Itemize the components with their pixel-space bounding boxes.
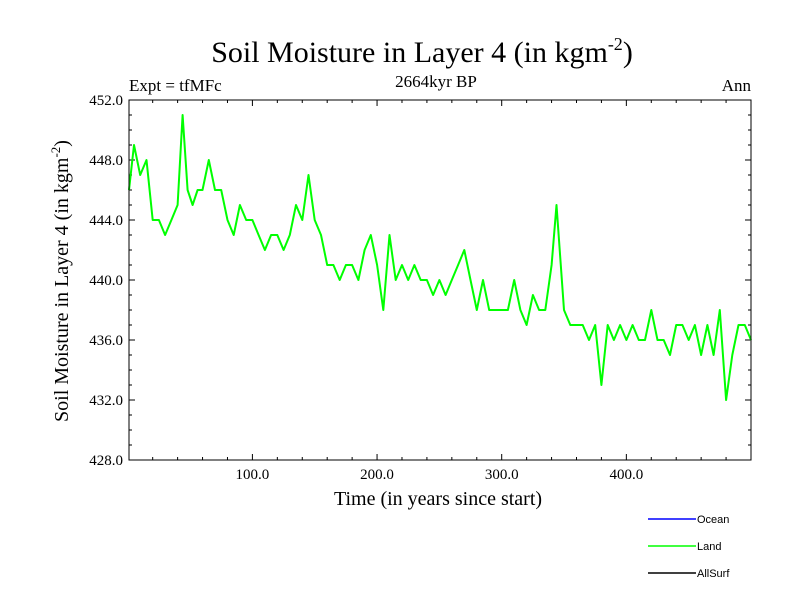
legend-label-allsurf: AllSurf bbox=[697, 568, 730, 580]
y-tick-label: 440.0 bbox=[89, 273, 123, 289]
chart-title-main: Soil Moisture in Layer 4 (in kgm bbox=[211, 36, 608, 69]
season-label: Ann bbox=[722, 76, 752, 95]
chart-title: Soil Moisture in Layer 4 (in kgm-2) bbox=[211, 34, 633, 69]
legend-label-ocean: Ocean bbox=[697, 514, 729, 526]
series-line-land bbox=[128, 114, 752, 401]
plot-frame bbox=[128, 99, 752, 461]
y-axis-label-close: ) bbox=[51, 140, 73, 147]
chart-subtitle: 2664kyr BP bbox=[395, 72, 477, 91]
y-tick-label: 448.0 bbox=[89, 153, 123, 169]
y-tick-label: 436.0 bbox=[89, 333, 123, 349]
y-axis-label-sup: -2 bbox=[48, 147, 63, 158]
x-tick-label: 100.0 bbox=[236, 467, 270, 483]
y-tick-label: 452.0 bbox=[89, 93, 123, 109]
y-axis-label-main: Soil Moisture in Layer 4 (in kgm bbox=[51, 157, 73, 422]
y-tick-label: 428.0 bbox=[89, 453, 123, 469]
x-tick-label: 300.0 bbox=[485, 467, 519, 483]
legend-label-land: Land bbox=[697, 541, 721, 553]
x-axis-label: Time (in years since start) bbox=[334, 488, 542, 510]
series-group bbox=[128, 114, 752, 401]
experiment-label: Expt = tfMFc bbox=[129, 76, 222, 95]
x-tick-label: 200.0 bbox=[360, 467, 394, 483]
tick-labels: 428.0 432.0 436.0 440.0 444.0 448.0 452.0 100.0… bbox=[89, 93, 643, 483]
y-tick-label: 432.0 bbox=[89, 393, 123, 409]
chart-title-sup: -2 bbox=[608, 34, 623, 54]
chart-title-close: ) bbox=[623, 36, 633, 69]
legend: Ocean Land AllSurf bbox=[648, 514, 730, 580]
y-tick-label: 444.0 bbox=[89, 213, 123, 229]
x-tick-label: 400.0 bbox=[609, 467, 643, 483]
y-axis-label: Soil Moisture in Layer 4 (in kgm-2) bbox=[48, 140, 73, 422]
